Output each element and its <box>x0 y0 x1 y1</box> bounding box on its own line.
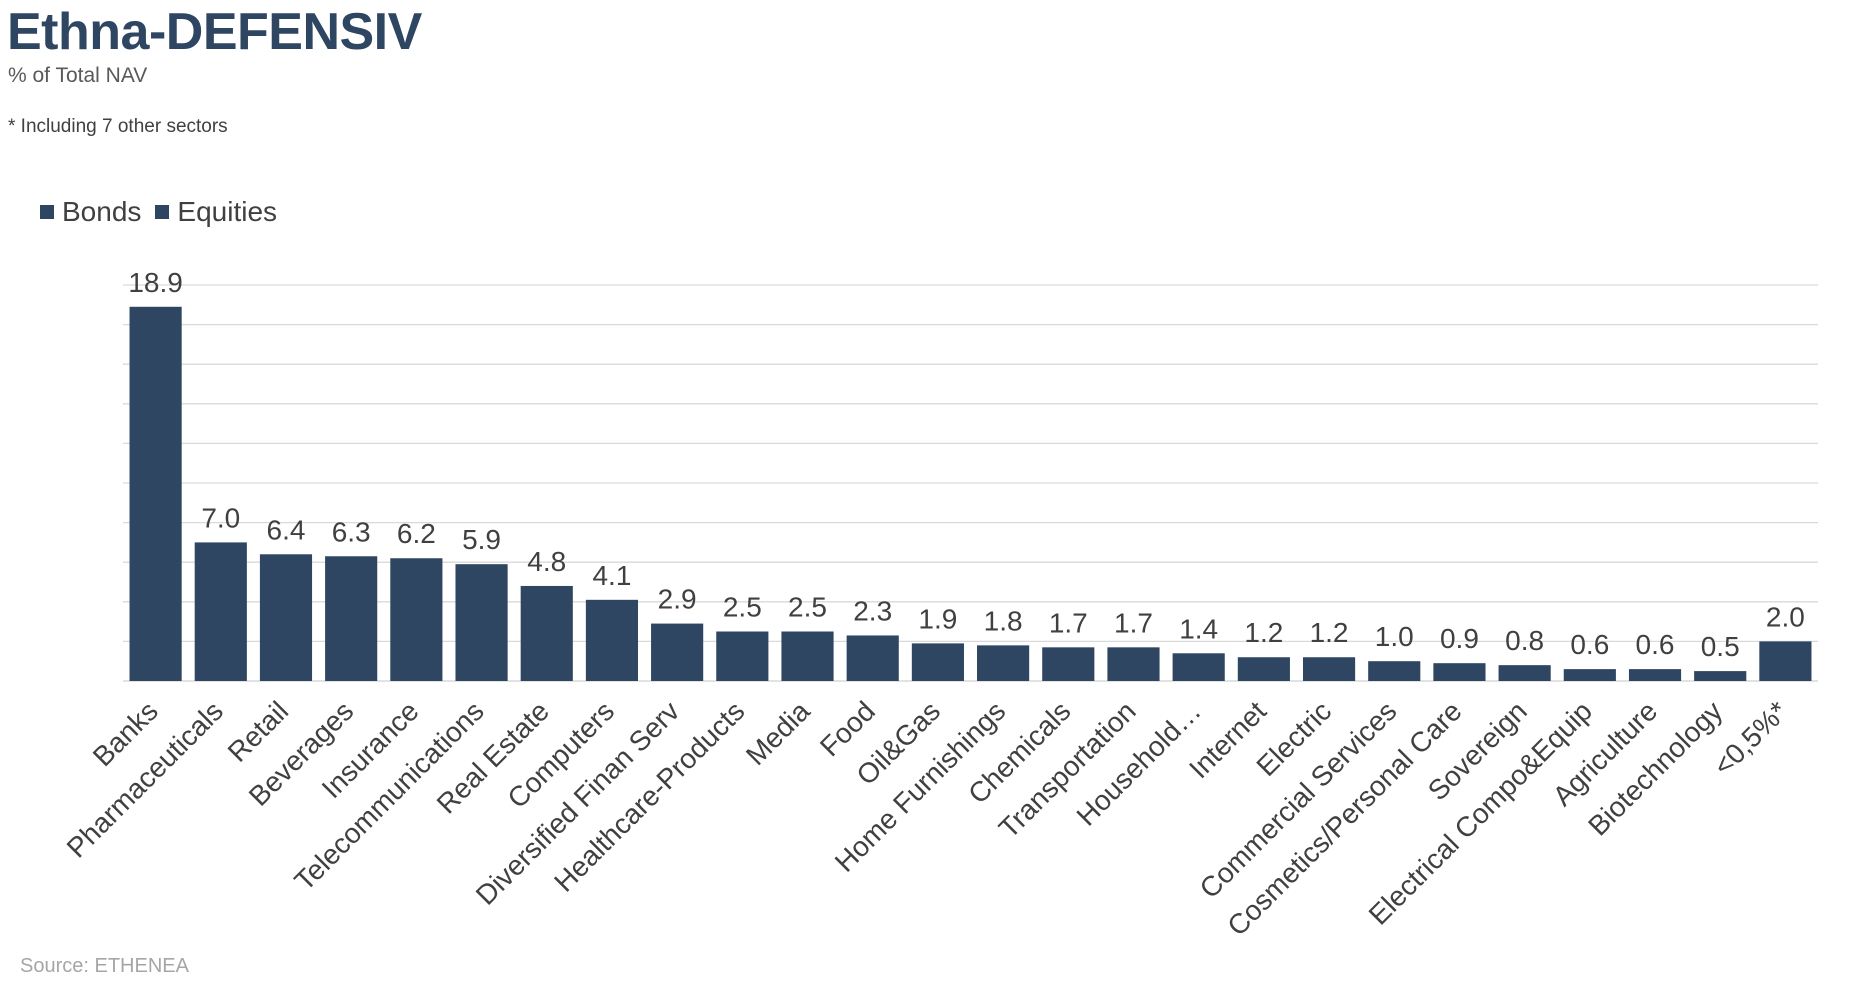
data-label-6: 4.8 <box>527 546 566 577</box>
bar-20 <box>1433 663 1486 681</box>
footnote: * Including 7 other sectors <box>8 116 228 137</box>
data-label-15: 1.7 <box>1114 607 1153 638</box>
bar-2 <box>259 554 313 681</box>
data-label-2: 6.4 <box>267 514 306 545</box>
data-label-0: 18.9 <box>128 267 183 298</box>
bar-17 <box>1237 657 1290 681</box>
data-label-17: 1.2 <box>1244 617 1283 648</box>
data-label-16: 1.4 <box>1179 613 1218 644</box>
bar-7 <box>585 599 639 681</box>
data-label-8: 2.9 <box>658 584 697 615</box>
data-label-20: 0.9 <box>1440 623 1479 654</box>
bar-19 <box>1368 661 1421 681</box>
bar-6 <box>520 585 573 681</box>
data-label-3: 6.3 <box>332 516 371 547</box>
bar-8 <box>651 623 704 681</box>
category-label-10: Media <box>740 695 816 771</box>
data-label-13: 1.8 <box>984 605 1023 636</box>
page-subtitle: % of Total NAV <box>8 64 148 87</box>
data-label-7: 4.1 <box>592 560 631 591</box>
chart-legend: Bonds Equities <box>40 196 291 228</box>
legend-label-bonds: Bonds <box>62 196 142 227</box>
data-label-12: 1.9 <box>918 603 957 634</box>
bar-5 <box>455 564 508 681</box>
data-label-10: 2.5 <box>788 592 827 623</box>
data-label-19: 1.0 <box>1375 621 1414 652</box>
bar-14 <box>1042 647 1095 681</box>
data-label-14: 1.7 <box>1049 607 1088 638</box>
bar-25 <box>1759 641 1812 681</box>
source-note: Source: ETHENEA <box>20 955 189 977</box>
bar-10 <box>781 631 834 681</box>
data-label-11: 2.3 <box>853 595 892 626</box>
data-label-24: 0.5 <box>1701 631 1740 662</box>
bar-23 <box>1628 669 1682 681</box>
bar-0 <box>129 306 182 681</box>
data-label-22: 0.6 <box>1570 629 1609 660</box>
data-label-1: 7.0 <box>201 502 240 533</box>
bar-1 <box>194 542 247 681</box>
legend-item-bonds: Bonds <box>40 196 141 228</box>
bar-4 <box>390 558 443 681</box>
data-label-18: 1.2 <box>1310 617 1349 648</box>
category-label-25: <0,5%* <box>1707 695 1793 781</box>
legend-swatch-equities <box>155 205 170 219</box>
data-label-4: 6.2 <box>397 518 436 549</box>
bar-22 <box>1563 669 1616 681</box>
page-title: Ethna-DEFENSIV <box>7 3 422 61</box>
bar-11 <box>846 635 899 681</box>
bar-21 <box>1498 665 1551 681</box>
bar-13 <box>977 645 1030 681</box>
legend-label-equities: Equities <box>177 196 278 227</box>
bar-24 <box>1694 671 1747 681</box>
data-label-9: 2.5 <box>723 592 762 623</box>
data-label-21: 0.8 <box>1505 625 1544 656</box>
legend-item-equities: Equities <box>155 196 277 228</box>
data-label-23: 0.6 <box>1636 629 1675 660</box>
bar-12 <box>911 643 964 681</box>
bar-18 <box>1302 657 1356 681</box>
bar-3 <box>325 556 378 681</box>
data-label-25: 2.0 <box>1766 601 1805 632</box>
bar-15 <box>1107 647 1160 681</box>
bar-9 <box>716 631 769 681</box>
legend-swatch-bonds <box>40 205 54 219</box>
bar-16 <box>1172 653 1225 681</box>
data-label-5: 5.9 <box>462 524 501 555</box>
